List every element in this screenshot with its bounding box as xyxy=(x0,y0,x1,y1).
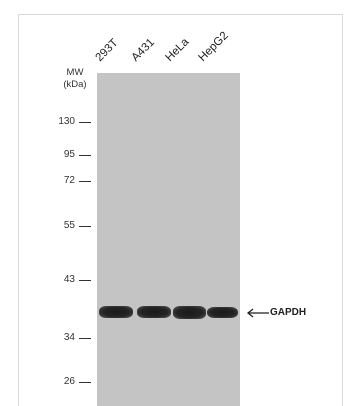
band-hepg2 xyxy=(207,307,238,318)
marker-tick-95 xyxy=(79,155,91,156)
marker-tick-26 xyxy=(79,382,91,383)
marker-label-43: 43 xyxy=(63,274,75,285)
marker-label-130: 130 xyxy=(58,116,75,127)
marker-label-34: 34 xyxy=(63,332,75,343)
target-label: GAPDH xyxy=(270,307,307,318)
marker-tick-34 xyxy=(79,338,91,339)
mw-title: MW (kDa) xyxy=(58,67,92,91)
marker-label-72: 72 xyxy=(63,175,75,186)
band-a431 xyxy=(137,306,171,318)
blot-membrane xyxy=(97,73,240,406)
marker-tick-72 xyxy=(79,181,91,182)
band-293t xyxy=(99,306,133,318)
marker-tick-55 xyxy=(79,226,91,227)
mw-title-line1: MW xyxy=(66,67,84,78)
marker-tick-130 xyxy=(79,122,91,123)
marker-label-26: 26 xyxy=(63,376,75,387)
marker-tick-43 xyxy=(79,280,91,281)
left-arrow-icon xyxy=(246,308,269,318)
marker-label-95: 95 xyxy=(63,149,75,160)
marker-label-55: 55 xyxy=(63,220,75,231)
band-hela xyxy=(173,306,206,319)
mw-title-line2: (kDa) xyxy=(63,79,87,90)
